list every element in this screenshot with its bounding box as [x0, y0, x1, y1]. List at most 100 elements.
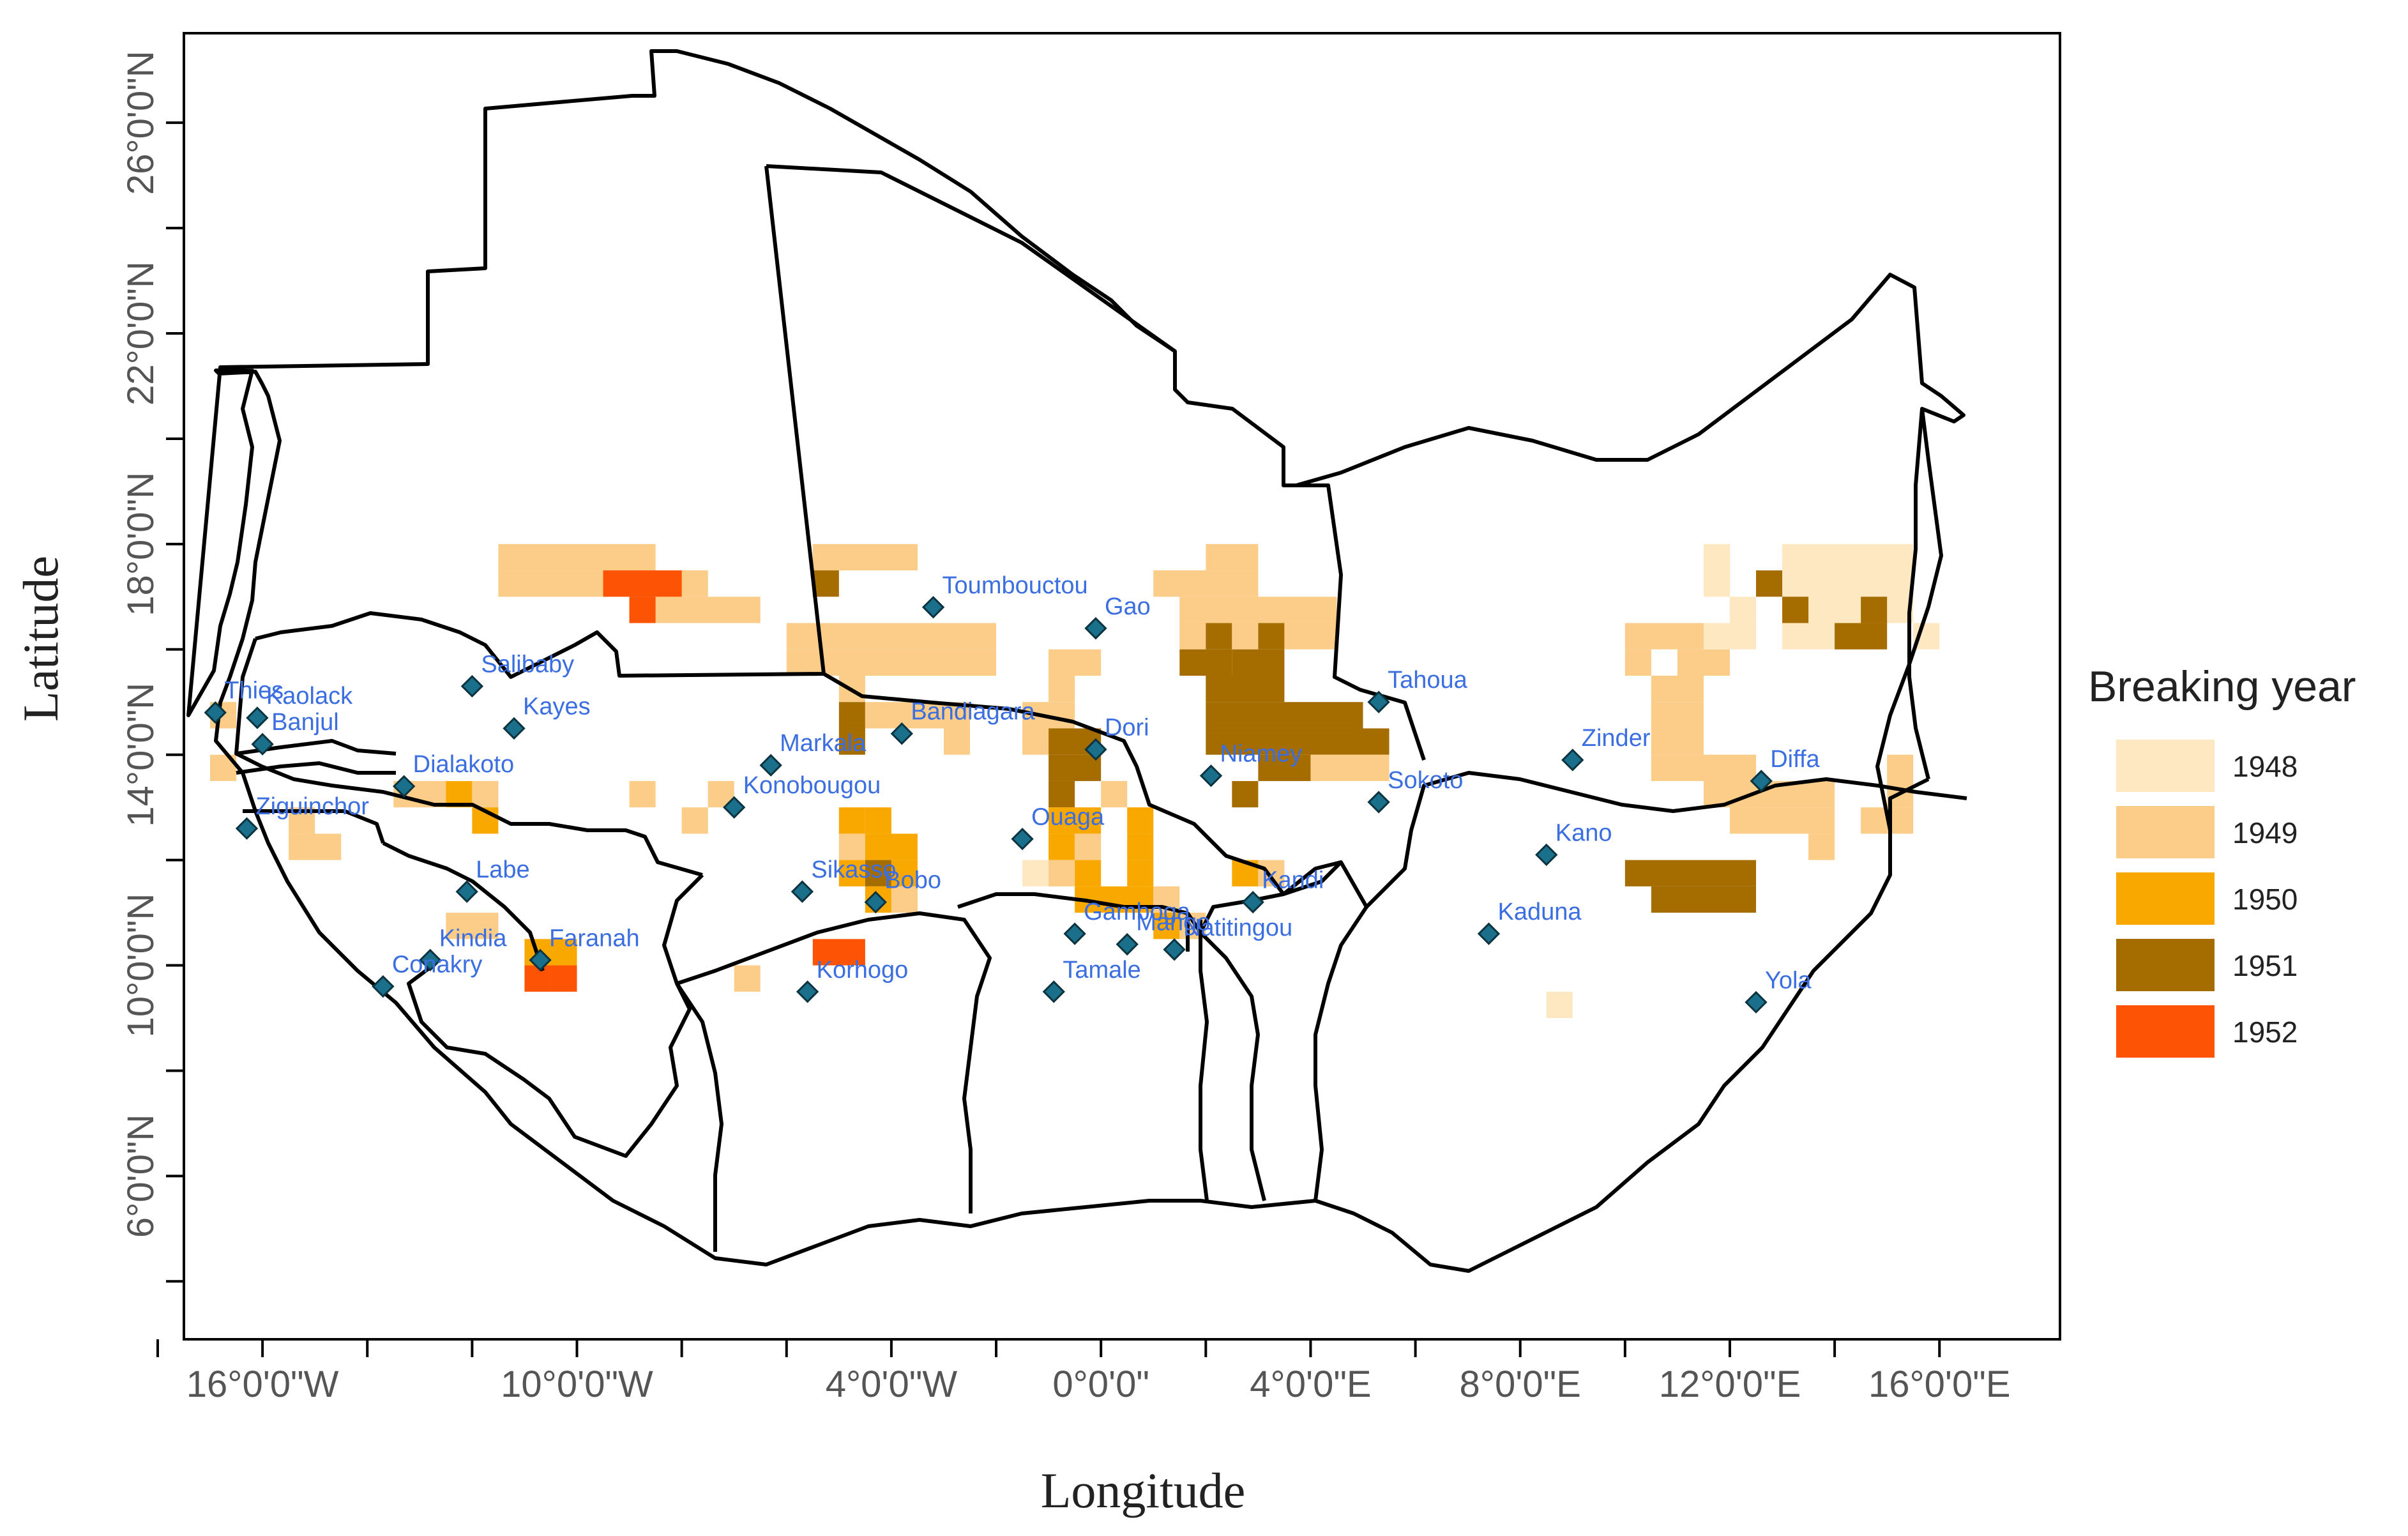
grid-cell-1952 — [524, 965, 551, 992]
grid-cell-1949 — [734, 965, 761, 992]
grid-cell-1951 — [1624, 860, 1757, 886]
city-label: Tahoua — [1388, 667, 1468, 694]
x-tick-label: 16°0'0"W — [186, 1364, 339, 1405]
city-label: Ouaga — [1031, 804, 1105, 831]
legend-swatch-1948 — [2116, 740, 2215, 792]
city-label: Kandi — [1262, 867, 1324, 894]
grid-cell-1951 — [1206, 623, 1232, 650]
grid-cell-1950 — [1127, 860, 1154, 886]
grid-cell-1949 — [629, 780, 656, 808]
grid-cell-1952 — [812, 939, 865, 966]
grid-cell-1949 — [1022, 728, 1049, 755]
city-marker — [791, 880, 814, 903]
grid-cell-1949 — [1677, 649, 1730, 676]
grid-cell-1949 — [1284, 623, 1337, 650]
grid-cell-1949 — [1075, 833, 1102, 860]
city-marker — [1163, 938, 1186, 961]
x-tick-label: 0°0'0" — [1052, 1364, 1149, 1405]
legend-swatch-1950 — [2116, 872, 2215, 925]
legend-label-1948: 1948 — [2232, 750, 2298, 783]
city-label: Markala — [780, 730, 867, 757]
grid-cell-1950 — [838, 860, 865, 886]
legend-label-1951: 1951 — [2232, 949, 2298, 982]
grid-cell-1949 — [1887, 754, 1914, 781]
y-tick-label: 22°0'0"N — [120, 261, 162, 406]
city-label: Bandiagara — [911, 699, 1035, 726]
legend-label-1950: 1950 — [2232, 883, 2298, 916]
grid-cell-1950 — [865, 807, 891, 834]
city-label: Gao — [1105, 593, 1151, 620]
grid-cell-1949 — [812, 544, 918, 571]
grid-cell-1950 — [1075, 860, 1102, 886]
city-label: Bobo — [884, 867, 941, 894]
grid-cell-1949 — [943, 728, 971, 755]
grid-cell-1949 — [1179, 623, 1206, 650]
grid-cell-1949 — [1624, 649, 1651, 676]
grid-cell-1951 — [1206, 676, 1285, 703]
city-marker — [723, 796, 746, 819]
grid-cell-1949 — [498, 544, 656, 571]
border-mali-niger — [766, 164, 1426, 761]
city-label: Niamey — [1220, 741, 1303, 768]
grid-cell-1951 — [838, 728, 865, 755]
city-marker — [1561, 749, 1584, 772]
grid-cell-1951 — [1651, 886, 1757, 913]
grid-cell-1949 — [786, 649, 997, 676]
grid-cell-1951 — [812, 570, 839, 597]
city-marker — [1084, 617, 1107, 640]
city-marker — [372, 975, 395, 998]
legend-label-1952: 1952 — [2232, 1015, 2298, 1049]
legend: Breaking year 1948 1949 1950 1951 1952 — [2088, 662, 2356, 1058]
grid-cell-1949 — [1153, 570, 1259, 597]
y-tick-label: 10°0'0"N — [120, 893, 162, 1038]
grid-cell-1949 — [1651, 702, 1704, 729]
x-tick-label: 12°0'0"E — [1659, 1364, 1801, 1405]
grid-cell-1952 — [603, 570, 682, 597]
city-label: Salibaby — [481, 651, 574, 678]
grid-cell-1949 — [1651, 728, 1704, 755]
city-label: Sokoto — [1388, 767, 1463, 794]
x-tick-label: 4°0'0"W — [826, 1364, 958, 1405]
grid-cell-1950 — [1049, 807, 1102, 834]
grid-cell-1951 — [865, 860, 891, 886]
legend-swatch-1951 — [2116, 939, 2215, 991]
border-niger-nigeria — [1365, 771, 1967, 909]
grid-cell-1949 — [1624, 623, 1704, 650]
city-marker — [251, 733, 274, 756]
grid-cell-1951 — [1258, 754, 1311, 781]
grid-cell-1951 — [1861, 597, 1888, 623]
city-label: Ziguinchor — [255, 793, 369, 820]
grid-cell-1949 — [1258, 860, 1285, 886]
border-benin-nigeria — [1282, 860, 1368, 1201]
x-tick-label: 10°0'0"W — [501, 1364, 653, 1405]
grid-cell-1951 — [1782, 597, 1809, 623]
grid-cell-1950 — [891, 860, 918, 886]
grid-cell-1952 — [629, 597, 656, 623]
city-marker — [890, 722, 913, 745]
grid-cell-1951 — [1206, 702, 1363, 729]
grid-cell-1949 — [1651, 676, 1704, 703]
city-marker — [1042, 980, 1065, 1003]
grid-cell-1949 — [1206, 544, 1259, 571]
grid-cell-1951 — [838, 702, 865, 729]
city-marker — [246, 706, 269, 729]
grid-cell-1950 — [1049, 833, 1075, 860]
y-tick-label: 26°0'0"N — [120, 50, 162, 195]
city-label: Conakry — [392, 952, 483, 978]
border-senegal-gambia — [234, 638, 703, 877]
grid-cell-1948 — [1703, 570, 1730, 597]
city-label: Konobougou — [743, 772, 881, 799]
grid-cell-1949 — [1049, 676, 1075, 703]
breaking-year-grid — [210, 544, 1940, 1018]
grid-cell-1950 — [838, 807, 865, 834]
city-marker — [529, 948, 552, 971]
grid-cell-1950 — [865, 833, 918, 860]
grid-cell-1949 — [1861, 807, 1888, 834]
city-marker — [455, 880, 478, 903]
city-label: Sikasso — [811, 856, 896, 883]
y-tick-label: 14°0'0"N — [120, 683, 162, 827]
grid-cell-1951 — [1206, 728, 1390, 755]
border-togo-benin — [1199, 931, 1266, 1201]
border-liberia — [675, 982, 723, 1252]
